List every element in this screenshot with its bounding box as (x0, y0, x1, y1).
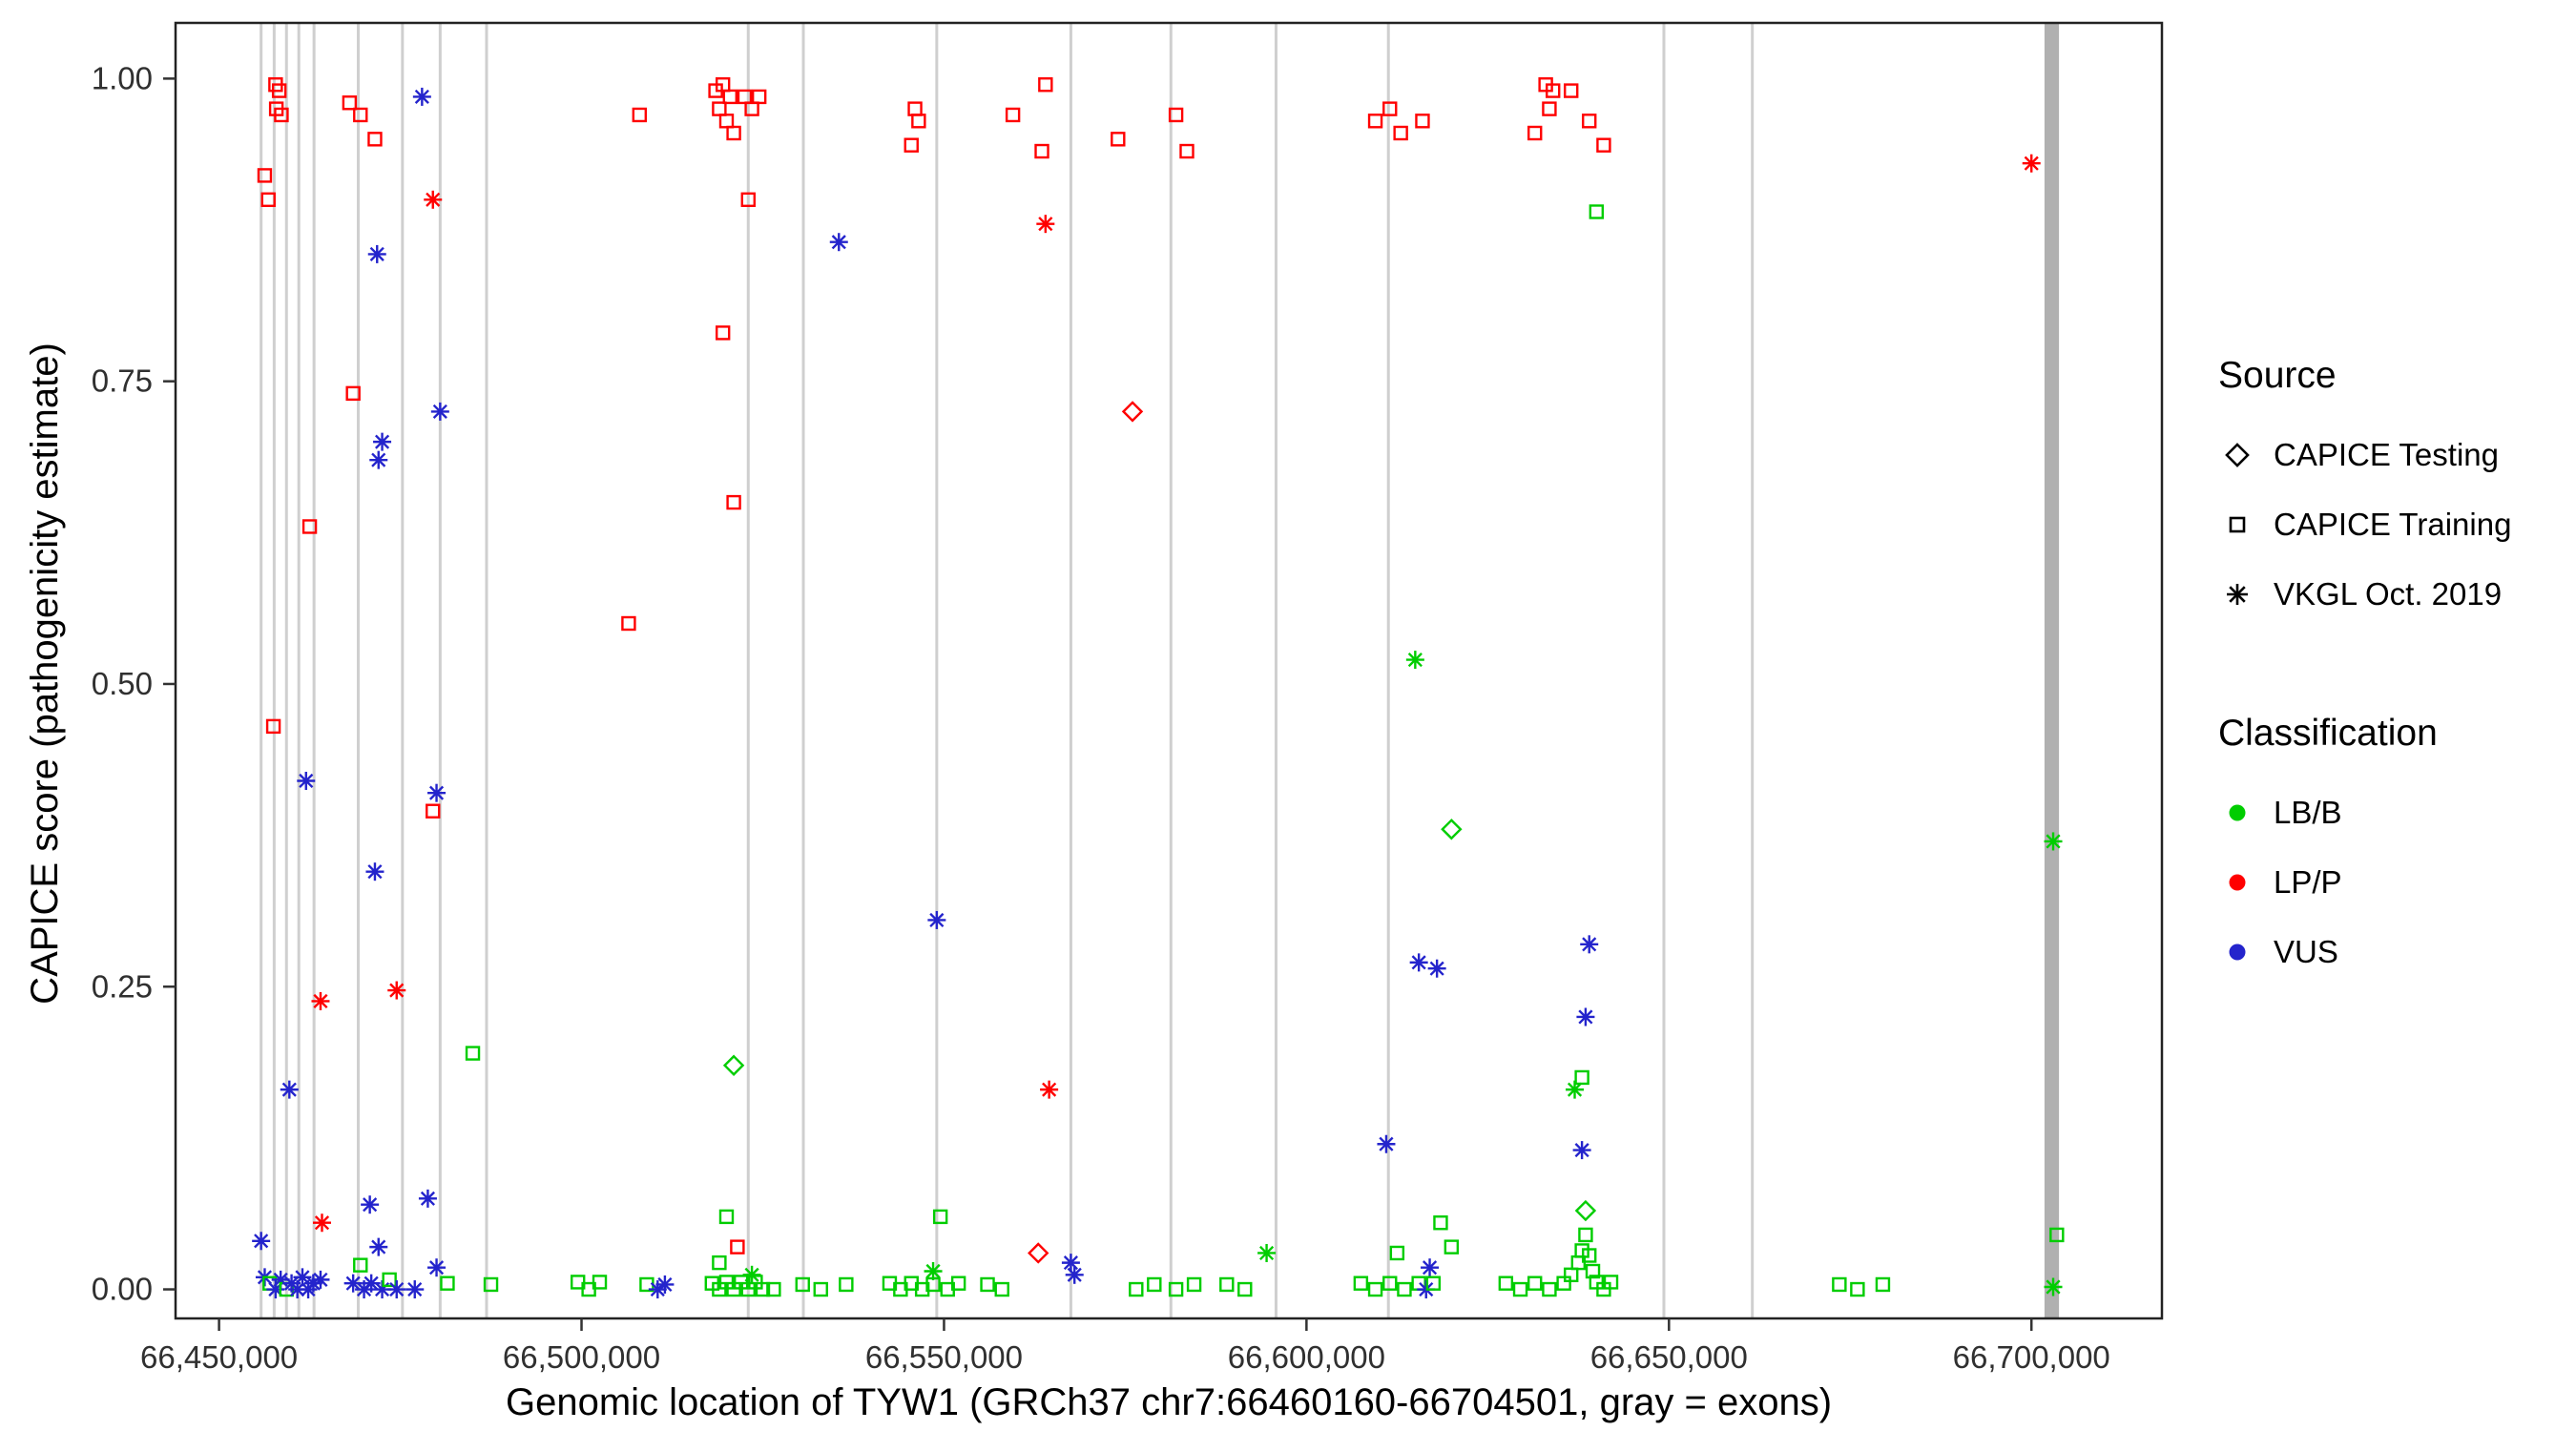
legend-item-label: LP/P (2274, 863, 2342, 900)
svg-text:1.00: 1.00 (92, 60, 153, 95)
legend-source-title: Source (2218, 355, 2337, 396)
legend-item-label: CAPICE Testing (2274, 436, 2499, 472)
legend: Source CAPICE Testing CAPICE Training VK… (2218, 355, 2562, 986)
vus-color-dot-icon (2218, 933, 2260, 971)
diamond-icon (2218, 436, 2260, 474)
svg-text:66,600,000: 66,600,000 (1228, 1339, 1385, 1375)
legend-item-label: VKGL Oct. 2019 (2274, 575, 2503, 612)
legend-classification-group: Classification LB/B LP/P VUS (2218, 713, 2562, 986)
svg-text:66,450,000: 66,450,000 (140, 1339, 298, 1375)
svg-text:66,700,000: 66,700,000 (1953, 1339, 2110, 1375)
legend-item-capice-training: CAPICE Training (2218, 489, 2562, 559)
legend-item-vkgl: VKGL Oct. 2019 (2218, 559, 2562, 629)
lpp-color-dot-icon (2218, 863, 2260, 902)
legend-classification-title: Classification (2218, 713, 2438, 754)
svg-text:0.25: 0.25 (92, 968, 153, 1004)
legend-source-group: Source CAPICE Testing CAPICE Training VK… (2218, 355, 2562, 629)
svg-text:0.50: 0.50 (92, 666, 153, 701)
legend-item-vus: VUS (2218, 917, 2562, 986)
svg-text:0.00: 0.00 (92, 1272, 153, 1307)
svg-text:0.75: 0.75 (92, 363, 153, 399)
legend-item-label: LB/B (2274, 794, 2342, 830)
asterisk-icon (2218, 575, 2260, 613)
x-axis-title: Genomic location of TYW1 (GRCh37 chr7:66… (505, 1381, 1833, 1423)
legend-item-lbb: LB/B (2218, 778, 2562, 847)
svg-text:66,650,000: 66,650,000 (1590, 1339, 1748, 1375)
svg-text:66,550,000: 66,550,000 (865, 1339, 1023, 1375)
square-icon (2218, 506, 2260, 544)
legend-item-label: VUS (2274, 933, 2338, 969)
legend-item-label: CAPICE Training (2274, 506, 2512, 542)
legend-item-lpp: LP/P (2218, 847, 2562, 917)
lbb-color-dot-icon (2218, 794, 2260, 832)
y-axis-title: CAPICE score (pathogenicity estimate) (24, 342, 66, 1005)
legend-item-capice-testing: CAPICE Testing (2218, 420, 2562, 489)
svg-text:66,500,000: 66,500,000 (503, 1339, 660, 1375)
